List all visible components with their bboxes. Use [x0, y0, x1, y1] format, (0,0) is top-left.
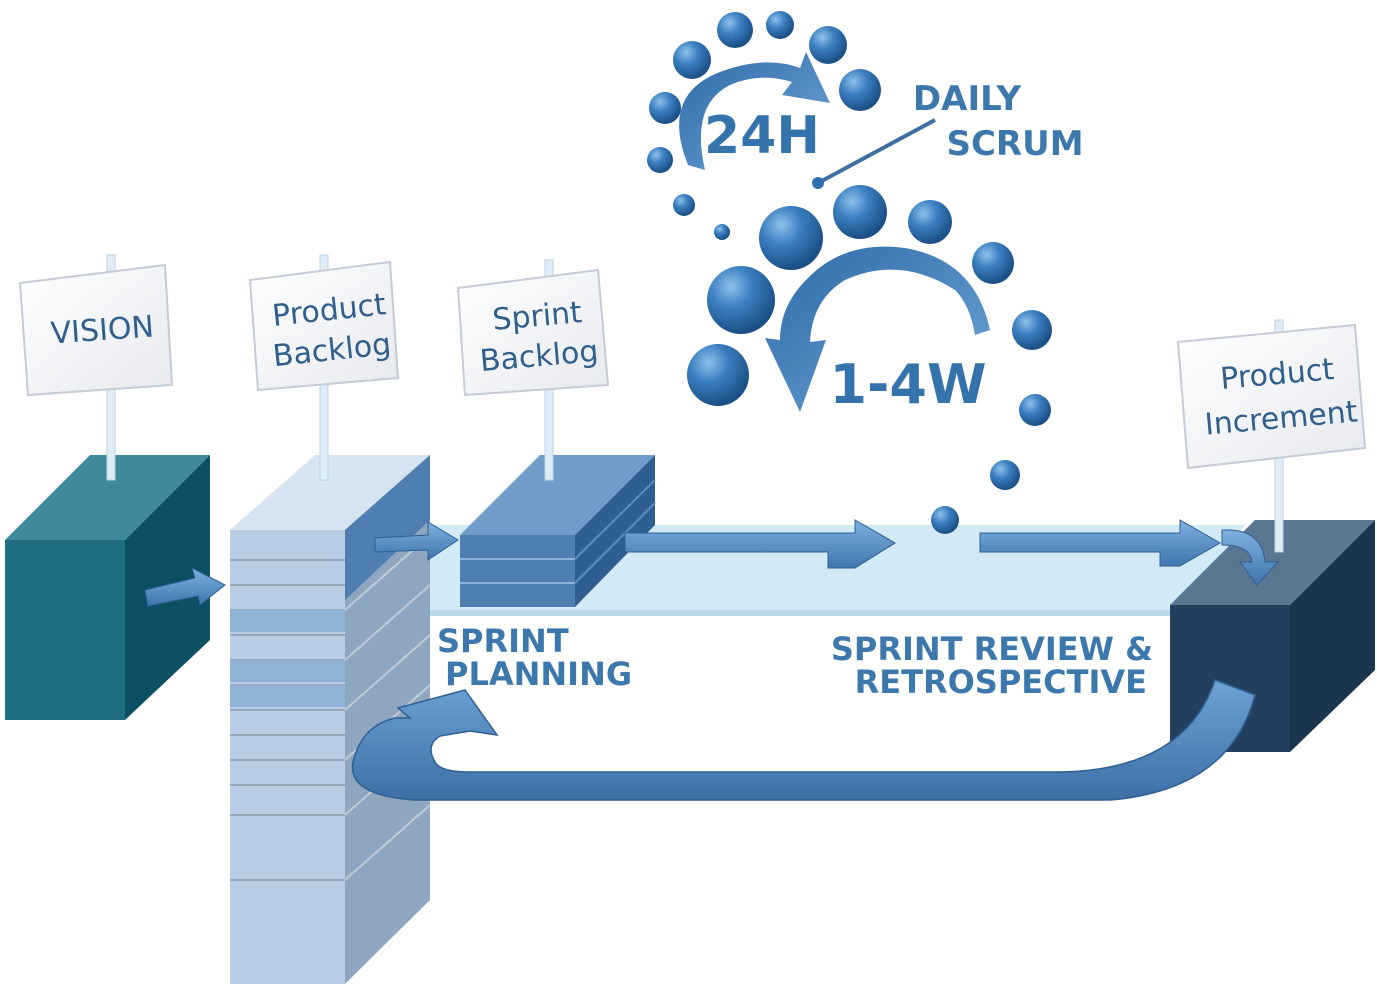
- sprint-planning-label-line2: PLANNING: [445, 655, 632, 693]
- daily-cycle-label: 24H: [704, 106, 820, 166]
- daily-cycle-bubbles: [647, 11, 881, 240]
- sprint-review-label-line1: SPRINT REVIEW &: [831, 630, 1153, 668]
- backlog-to-sprint-backlog-arrow: [374, 521, 459, 561]
- daily-scrum-label-line2: SCRUM: [946, 124, 1083, 164]
- return-arrow: [351, 679, 1256, 801]
- sprint-backlog-stack: [460, 455, 656, 607]
- sign-product-backlog: Product Backlog: [248, 254, 400, 481]
- sign-vision: VISION: [18, 254, 174, 481]
- daily-scrum-label-line1: DAILY: [913, 79, 1022, 119]
- sign-sprint-backlog-line1: Sprint: [491, 295, 583, 338]
- flow-arrows: [144, 519, 1280, 607]
- sprint-planning-label-line1: SPRINT: [437, 622, 569, 660]
- daily-to-review-arrow: [979, 519, 1222, 567]
- sprint-review-label-line2: RETROSPECTIVE: [855, 663, 1147, 701]
- sprint-cycle-arrow: [765, 246, 990, 412]
- daily-cycle-arrow: [679, 52, 830, 170]
- sprint-cycle-label: 1-4W: [829, 353, 986, 416]
- sign-sprint-backlog: Sprint Backlog: [456, 259, 610, 481]
- backlog-highlight-slices: [230, 610, 345, 707]
- vision-to-backlog-arrow: [144, 567, 226, 607]
- sign-vision-text: VISION: [50, 309, 156, 351]
- into-increment-arrow: [1221, 529, 1280, 586]
- sprint-to-daily-arrow: [624, 519, 896, 569]
- daily-scrum-pointer: [812, 118, 936, 189]
- sign-product-increment: Product Increment: [1176, 319, 1367, 553]
- sprint-cycle-bubbles: [687, 185, 1052, 534]
